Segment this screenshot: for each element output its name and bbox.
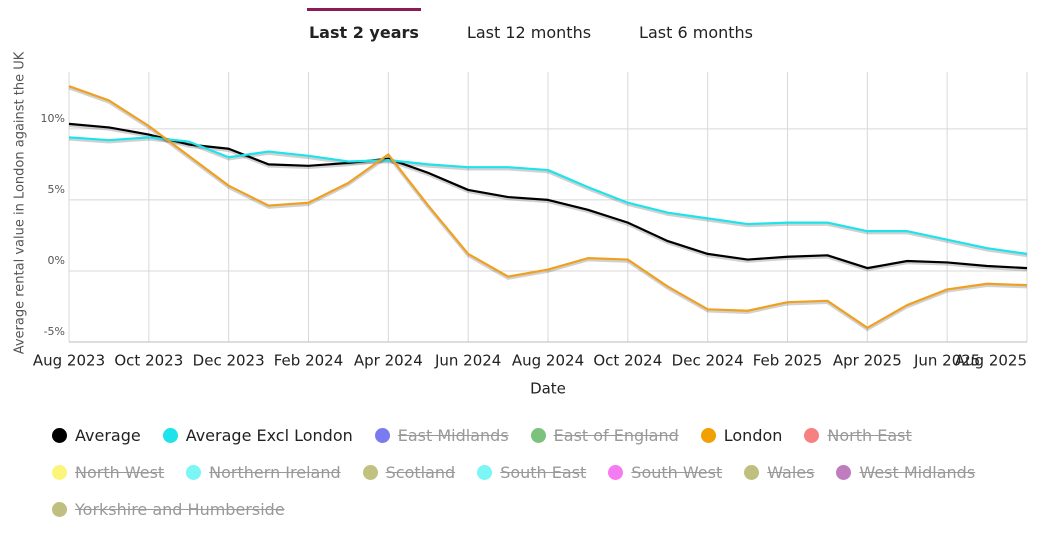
y-tick-label: 5% [48, 183, 65, 196]
legend-swatch [744, 465, 760, 480]
legend-label: Average Excl London [185, 426, 353, 445]
line-shadow [68, 138, 1028, 258]
legend-label: South East [500, 463, 587, 482]
line-shadow [68, 124, 1028, 272]
legend-swatch [52, 465, 67, 480]
legend-swatch [804, 428, 820, 443]
legend-item[interactable]: Wales [744, 461, 814, 484]
legend-item[interactable]: Average Excl London [162, 424, 353, 447]
legend-label: Scotland [385, 463, 456, 482]
legend-item[interactable]: Average [52, 424, 141, 447]
legend-label: East of England [553, 426, 679, 445]
legend-swatch [162, 428, 178, 443]
legend-item[interactable]: Northern Ireland [186, 461, 341, 484]
legend-label: South West [631, 463, 723, 482]
legend-swatch [836, 465, 852, 480]
y-axis-label: Average rental value in London against t… [13, 51, 28, 354]
x-tick-label: Jun 2025 [913, 352, 980, 370]
y-tick-label: 0% [48, 254, 65, 267]
x-tick-label: Feb 2024 [274, 352, 344, 370]
legend-label: Northern Ireland [209, 463, 341, 482]
line [68, 85, 1028, 329]
legend-label: Average [75, 426, 141, 445]
legend-label: West Midlands [859, 463, 976, 482]
legend-swatch [374, 428, 390, 443]
legend-item[interactable]: London [700, 424, 783, 447]
legend: Average Average Excl London East Midlands E… [52, 424, 1032, 521]
tab[interactable]: Last 6 months [639, 23, 753, 42]
x-tick-label: Apr 2025 [833, 352, 902, 370]
legend-item[interactable]: Scotland [362, 461, 456, 484]
tab[interactable]: Last 12 months [466, 23, 592, 42]
legend-label: Wales [767, 463, 815, 482]
legend-item[interactable]: Yorkshire and Humberside [52, 498, 285, 521]
legend-item[interactable]: South West [608, 461, 722, 484]
line-shadow [68, 87, 1028, 332]
legend-item[interactable]: East of England [530, 424, 679, 447]
x-tick-label: Oct 2024 [593, 352, 662, 370]
x-tick-label: Aug 2025 [955, 352, 1027, 370]
legend-swatch [530, 428, 546, 443]
x-tick-label: Aug 2023 [33, 352, 105, 370]
legend-item[interactable]: East Midlands [374, 424, 509, 447]
legend-label: East Midlands [397, 426, 509, 445]
legend-swatch [52, 502, 67, 517]
x-tick-label: Dec 2024 [672, 352, 744, 370]
legend-label: Yorkshire and Humberside [75, 500, 285, 519]
legend-item[interactable]: North East [804, 424, 912, 447]
legend-swatch [608, 465, 624, 480]
y-tick-label: -5% [44, 325, 65, 338]
legend-label: North West [75, 463, 165, 482]
tab[interactable]: Last 2 years [306, 8, 421, 48]
legend-item[interactable]: North West [52, 461, 164, 484]
x-tick-label: Aug 2024 [512, 352, 584, 370]
x-tick-label: Dec 2023 [193, 352, 265, 370]
legend-label: London [723, 426, 783, 445]
legend-item[interactable]: West Midlands [836, 461, 975, 484]
tabs: Last 2 years Last 12 months Last 6 months [0, 8, 1062, 48]
x-tick-label: Apr 2024 [354, 352, 423, 370]
legend-swatch [477, 465, 493, 480]
line [68, 122, 1028, 270]
x-tick-label: Oct 2023 [114, 352, 183, 370]
legend-swatch [52, 428, 67, 443]
legend-swatch [186, 465, 202, 480]
legend-item[interactable]: South East [477, 461, 586, 484]
line [68, 136, 1028, 255]
x-axis-label: Date [530, 380, 566, 398]
chart: Average rental value in London against t… [13, 51, 1028, 398]
legend-swatch [700, 428, 716, 443]
x-tick-label: Jun 2024 [434, 352, 501, 370]
legend-label: North East [827, 426, 912, 445]
y-tick-label: 10% [41, 112, 65, 125]
legend-swatch [362, 465, 378, 480]
x-tick-label: Feb 2025 [753, 352, 823, 370]
